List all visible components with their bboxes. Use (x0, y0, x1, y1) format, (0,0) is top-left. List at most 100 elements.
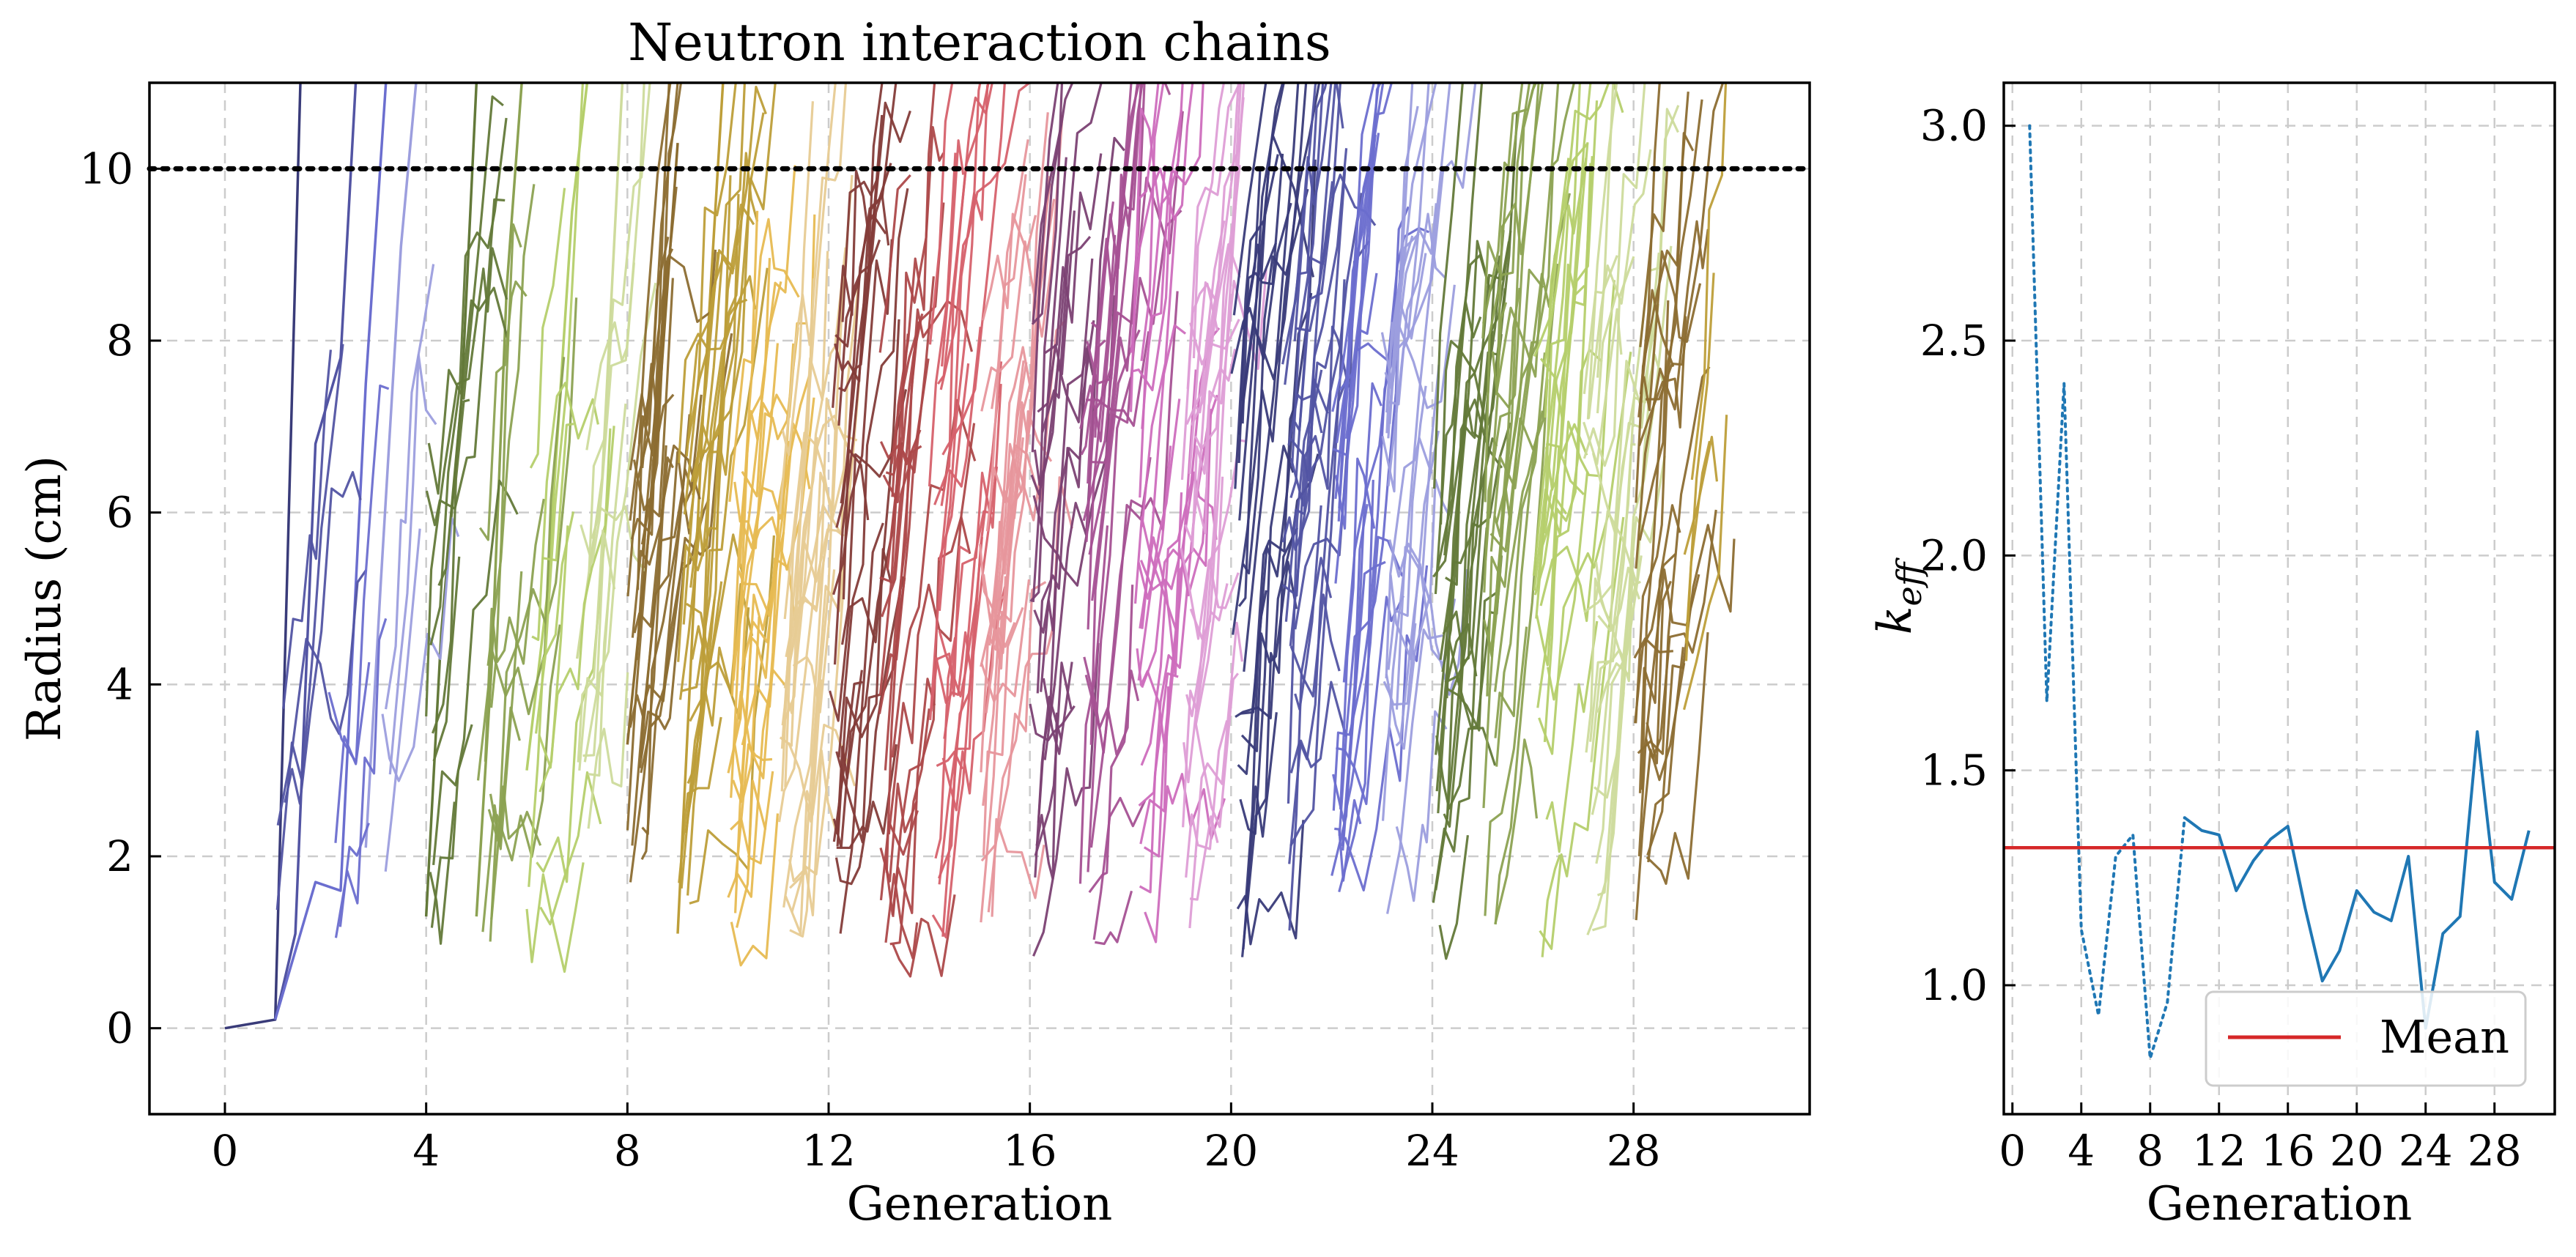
chain-line (1634, 552, 1677, 724)
x-tick-label: 12 (2192, 1126, 2246, 1176)
chain-line (1332, 535, 1404, 823)
chain-line (587, 672, 629, 829)
x-tick-label: 4 (412, 1126, 440, 1176)
chain-line (1339, 457, 1376, 809)
chain-line (1491, 302, 1508, 394)
chain-line (878, 174, 911, 353)
chain-line (1240, 560, 1298, 752)
chain-line (1388, 212, 1446, 406)
keff-chart-frame (2002, 81, 2556, 1116)
y-tick-label: 8 (106, 316, 133, 366)
chain-line (1535, 163, 1592, 667)
chain-line (588, 582, 611, 777)
chain-line (429, 801, 456, 945)
chain-line (928, 83, 954, 345)
chain-line (684, 267, 769, 834)
y-tick-label: 2.0 (1920, 530, 1988, 580)
chain-line (1541, 854, 1561, 957)
chain-line (681, 83, 777, 692)
x-tick-label: 24 (2399, 1126, 2453, 1176)
chain-line (1032, 295, 1116, 587)
chain-line (928, 152, 957, 487)
chain-line (732, 281, 782, 681)
x-tick-label: 20 (2330, 1126, 2384, 1176)
chain-line (1395, 364, 1440, 710)
chain-line (980, 581, 1047, 862)
chain-line (1031, 83, 1059, 453)
chain-line (1432, 83, 1464, 489)
chain-line (273, 83, 358, 1020)
chain-line (484, 498, 545, 762)
chain-line (1095, 890, 1133, 946)
chain-line (929, 327, 982, 721)
chain-line (1481, 83, 1538, 339)
chain-line (891, 894, 956, 978)
chain-line (782, 556, 826, 908)
chain-line (1281, 325, 1350, 597)
chain-line (837, 188, 909, 758)
radius-chart-xlabel: Generation (847, 1177, 1113, 1231)
chain-line (1643, 250, 1702, 412)
chain-line (1638, 504, 1681, 793)
chain-line (835, 239, 881, 528)
chain-line (1494, 738, 1539, 925)
chain-line (1682, 415, 1728, 711)
chain-line (834, 214, 887, 383)
chain-line (1288, 681, 1347, 864)
chain-line (788, 749, 838, 916)
chain-line (991, 174, 1027, 409)
chain-line (889, 708, 930, 946)
chain-line (1094, 201, 1115, 438)
chain-line (1194, 476, 1224, 727)
chain-line (1339, 272, 1378, 391)
chain-line (980, 576, 1007, 670)
chain-line (1441, 240, 1492, 672)
chain-line (783, 528, 845, 689)
x-tick-label: 16 (2261, 1126, 2315, 1176)
chain-line (787, 174, 854, 823)
chain-line (1544, 83, 1592, 534)
chain-line (528, 511, 575, 887)
chain-line (1332, 480, 1374, 811)
keff-chart-grid (2004, 83, 2555, 1114)
chain-line (1395, 710, 1448, 902)
chain-line (282, 349, 333, 709)
chain-line (1243, 83, 1300, 672)
chain-line (938, 510, 995, 885)
chain-line (1533, 157, 1570, 357)
chain-line (1587, 149, 1652, 419)
chain-line (1034, 661, 1073, 856)
chain-line (736, 669, 788, 898)
chain-line (780, 247, 847, 792)
chain-line (836, 744, 898, 850)
chain-line (1334, 83, 1394, 530)
chain-line (1442, 422, 1511, 663)
chain-line (338, 823, 370, 927)
x-tick-label: 8 (614, 1126, 641, 1176)
chain-line (273, 83, 388, 1020)
chain-line (886, 276, 935, 571)
chain-line (736, 779, 767, 928)
chain-line (1336, 83, 1385, 443)
chain-line (1139, 409, 1213, 676)
chain-line (640, 249, 717, 545)
chain-line (1635, 220, 1709, 569)
chain-line (1646, 631, 1709, 885)
chain-line (1091, 83, 1172, 601)
chain-line (1239, 445, 1295, 835)
chain-line (941, 586, 1007, 812)
chain-line (785, 278, 815, 682)
chain-line (1445, 398, 1503, 586)
chain-line (887, 423, 976, 835)
radius-chart-frame (148, 81, 1811, 1116)
chain-line (534, 83, 585, 734)
chain-line (683, 83, 737, 515)
chain-line (1546, 471, 1589, 701)
chain-line (1035, 712, 1059, 880)
chain-line (582, 282, 657, 757)
chain-line (1533, 494, 1568, 596)
chain-line (580, 83, 645, 564)
chain-line (1637, 316, 1687, 447)
chain-line (1594, 537, 1635, 683)
chain-line (629, 456, 675, 883)
